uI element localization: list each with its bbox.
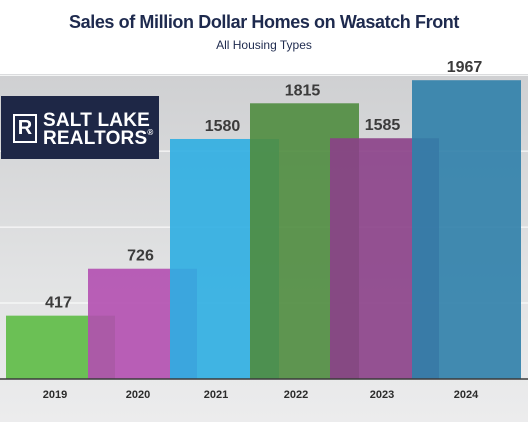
x-tick-2022: 2022 <box>284 389 308 401</box>
x-tick-labels: 2019 2020 2021 2022 2023 2024 <box>43 389 479 401</box>
data-label-2020: 726 <box>127 248 154 265</box>
chart-subtitle: All Housing Types <box>216 38 312 52</box>
data-label-2022: 1815 <box>285 82 321 99</box>
logo-mark-letter: R <box>17 117 33 139</box>
realtor-r-icon: R <box>13 114 37 143</box>
logo-line-1: SALT LAKE <box>43 110 150 131</box>
data-labels: 417 726 1580 1815 1585 1967 <box>45 59 482 311</box>
logo-line-2: REALTORS® <box>43 128 153 150</box>
x-tick-2020: 2020 <box>126 389 150 401</box>
data-label-2019: 417 <box>45 295 72 312</box>
salt-lake-realtors-logo: R SALT LAKE REALTORS® <box>1 96 159 159</box>
data-label-2023: 1585 <box>365 117 401 134</box>
bar-2024 <box>412 80 521 379</box>
x-tick-2023: 2023 <box>370 389 394 401</box>
data-label-2024: 1967 <box>447 59 483 76</box>
logo-line-2-text: REALTORS <box>43 128 148 149</box>
registered-mark: ® <box>147 128 154 137</box>
bars <box>6 80 521 380</box>
x-tick-2019: 2019 <box>43 389 67 401</box>
chart-title: Sales of Million Dollar Homes on Wasatch… <box>69 12 459 32</box>
x-tick-2021: 2021 <box>204 389 228 401</box>
data-label-2021: 1580 <box>205 118 241 135</box>
x-tick-2024: 2024 <box>454 389 479 401</box>
